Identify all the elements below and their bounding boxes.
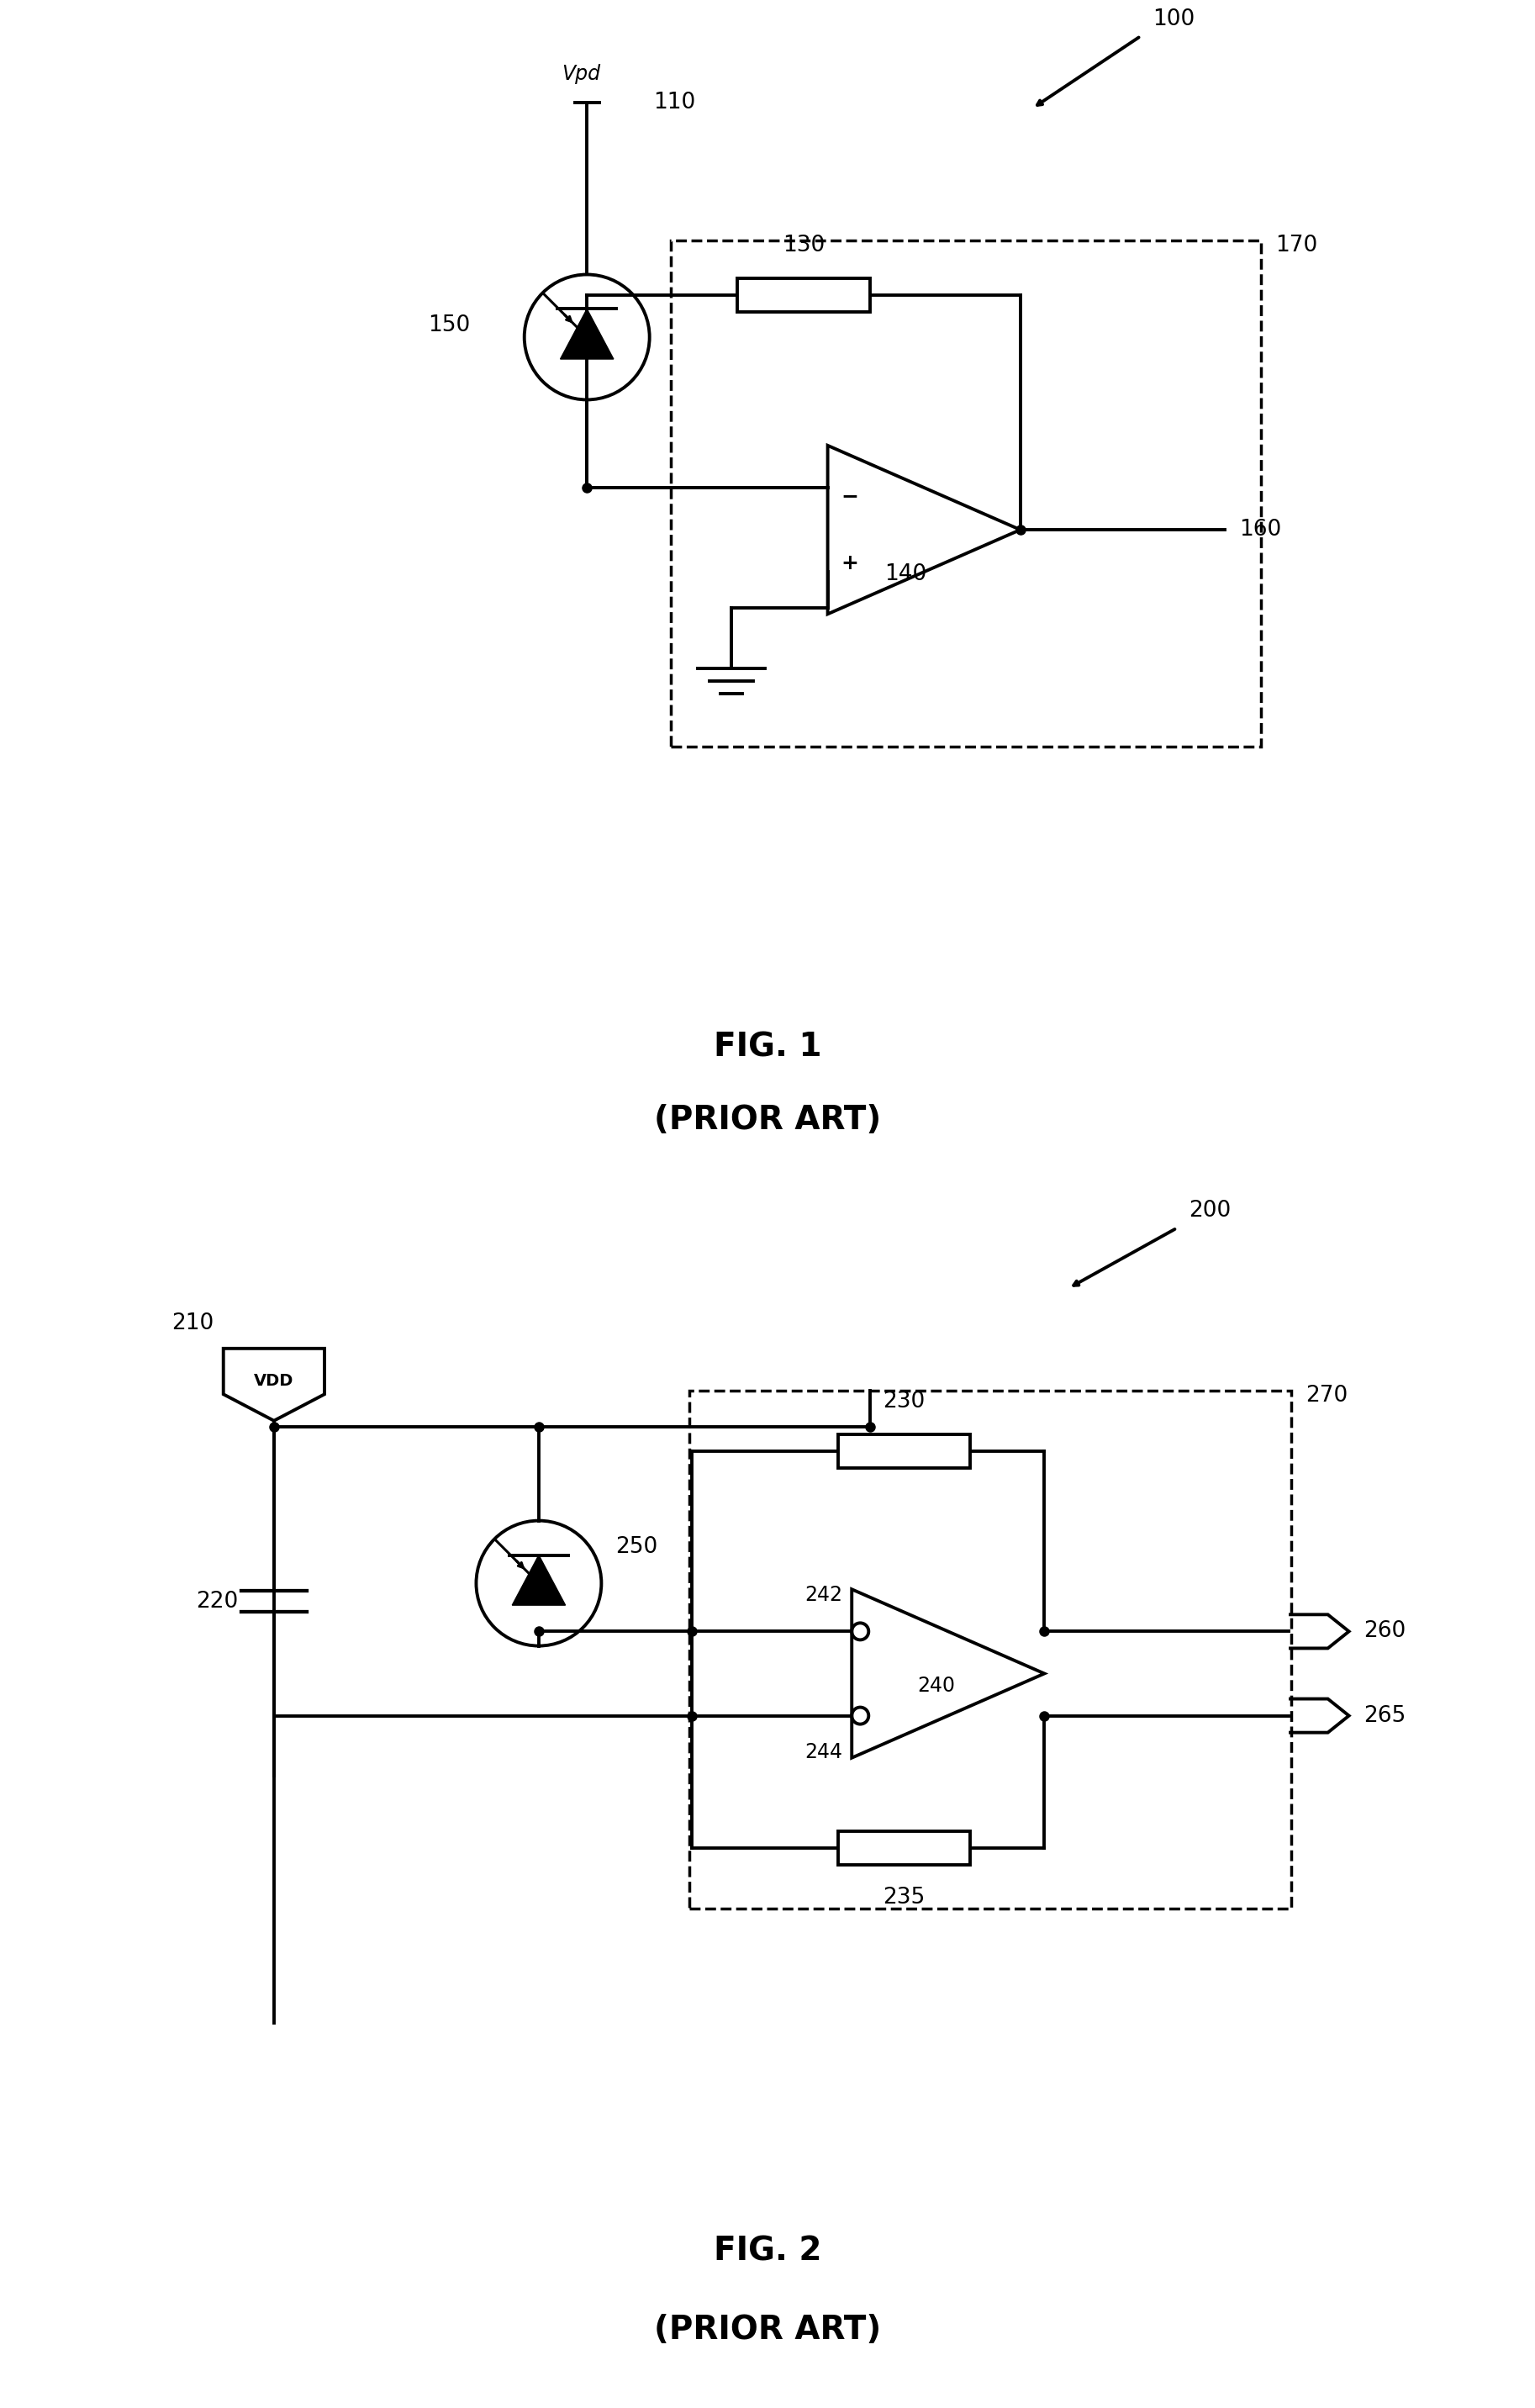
Bar (838, 1433, 970, 1466)
Text: 220: 220 (195, 1589, 238, 1613)
Text: (PRIOR ART): (PRIOR ART) (654, 2314, 881, 2345)
Text: 242: 242 (804, 1584, 843, 1604)
Text: 130: 130 (783, 234, 824, 255)
Text: (PRIOR ART): (PRIOR ART) (654, 1103, 881, 1137)
Text: 235: 235 (883, 1888, 926, 1910)
Text: −: − (841, 486, 858, 506)
Text: 244: 244 (804, 1741, 843, 1763)
Text: 140: 140 (884, 563, 927, 585)
Text: 270: 270 (1306, 1385, 1348, 1406)
Text: FIG. 2: FIG. 2 (714, 2235, 821, 2268)
Bar (689, 1392, 1291, 1907)
Polygon shape (560, 308, 614, 359)
Text: 260: 260 (1363, 1621, 1406, 1642)
Text: 100: 100 (1153, 7, 1194, 29)
Text: 250: 250 (616, 1536, 659, 1558)
Text: 210: 210 (172, 1312, 213, 1334)
Bar (737, 277, 870, 311)
Text: 240: 240 (916, 1676, 955, 1695)
Polygon shape (513, 1556, 565, 1606)
Text: FIG. 1: FIG. 1 (714, 1031, 821, 1064)
Text: 150: 150 (428, 313, 470, 337)
Text: Vpd: Vpd (562, 65, 600, 84)
Bar (838, 1830, 970, 1864)
Text: 160: 160 (1239, 518, 1282, 542)
Text: 170: 170 (1276, 234, 1317, 258)
Bar (671, 241, 1262, 746)
Text: VDD: VDD (253, 1373, 293, 1389)
Text: +: + (841, 554, 858, 573)
Text: 200: 200 (1188, 1199, 1231, 1221)
Text: 110: 110 (652, 92, 695, 113)
Text: 230: 230 (883, 1389, 926, 1411)
Text: 265: 265 (1363, 1705, 1406, 1727)
